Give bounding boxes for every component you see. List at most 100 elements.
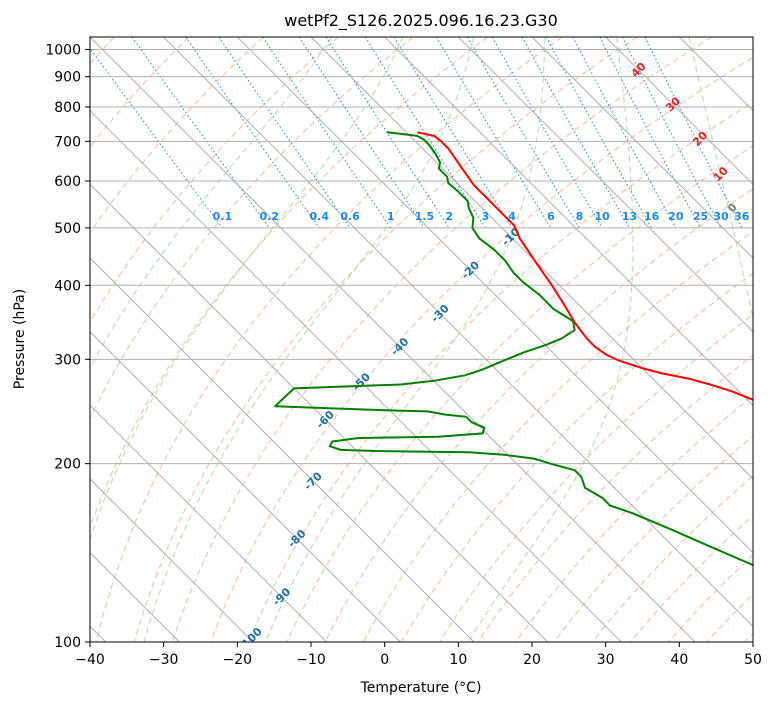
isotherm [90,330,401,642]
y-tick-label: 200 [54,457,81,473]
mixing-ratio-line [545,37,653,229]
y-tick-label: 300 [54,352,81,368]
mixing-ratio-line [435,37,552,229]
plot-frame [89,36,754,643]
temperature-line [417,131,753,401]
mixing-ratio-label: 0.4 [310,210,330,223]
x-tick-label: 50 [744,652,762,668]
x-axis-label: Temperature (°C) [360,680,482,696]
mixing-ratio-lines [90,37,743,229]
mixing-ratio-label: 4 [508,210,516,223]
mixing-ratio-label: 13 [622,210,637,223]
dry-adiabat [210,56,753,642]
x-axis-ticks: −40 −30 −20 −10 0 10 20 30 40 50 [75,642,762,668]
moist-adiabat [143,37,475,642]
mixing-ratio-label: 10 [594,210,610,223]
mixing-ratio-label: 1 [387,210,395,223]
mixing-ratio-label: 2 [445,210,453,223]
dry-adiabat [706,593,753,642]
y-tick-label: 600 [54,174,81,190]
pressure-gridlines [90,49,753,642]
dry-adiabats [90,37,753,642]
y-tick-label: 1000 [45,43,81,59]
x-tick-label: 30 [597,652,615,668]
mixing-ratio-line [572,37,677,229]
dry-adiabat [248,101,753,642]
y-tick-label: 100 [54,635,81,651]
dry-adiabat [90,37,264,234]
mixing-ratio-line [262,37,392,229]
isotherm [236,37,753,554]
mixing-ratio-label: 3 [482,210,490,223]
x-tick-label: −10 [296,652,326,668]
isotherm [90,37,696,642]
dewpoint-line [274,131,753,567]
y-tick-label: 500 [54,221,81,237]
line-labels: 0.1 0.2 0.4 0.6 1 1.5 2 3 4 6 8 10 13 16 20 25 30 36-100-… [213,60,750,642]
isotherm [90,257,475,642]
dry-adiabat [90,37,190,148]
y-tick-label: 800 [54,100,81,116]
mixing-ratio-label: 0.1 [213,210,233,223]
y-axis-ticks: 100 200 300 400 500 600 700 800 900 1000 [45,43,90,651]
mixing-ratio-label: 36 [734,210,750,223]
y-tick-label: 700 [54,134,81,150]
x-tick-label: 10 [449,652,467,668]
moist-adiabat [467,37,634,642]
mixing-ratio-label: 25 [693,210,708,223]
isotherm [90,109,622,642]
mixing-ratio-line [644,37,743,229]
moist-adiabat [688,37,753,321]
x-tick-label: 20 [523,652,541,668]
mixing-ratio-label: 1.5 [415,210,435,223]
y-tick-label: 400 [54,278,81,294]
x-tick-label: −20 [223,652,253,668]
mixing-ratio-line [185,37,320,229]
data-series [274,131,753,567]
dry-adiabat [133,37,638,642]
dry-adiabat [90,37,488,529]
mixing-ratio-label: 30 [713,210,729,223]
isotherm [752,37,753,38]
mixing-ratio-line [298,37,425,229]
dry-adiabat [324,188,753,642]
x-tick-label: 0 [380,652,389,668]
mixing-ratio-line [131,37,270,229]
moist-adiabat [90,37,333,370]
mixing-ratio-label: 8 [576,210,584,223]
isotherm [90,183,549,642]
isotherm [90,404,328,642]
dry-adiabat [90,37,339,323]
isotherm [310,37,753,480]
isotherm [457,37,753,333]
mixing-ratio-line [599,37,701,229]
x-tick-label: −30 [149,652,179,668]
mixing-ratio-line [393,37,513,229]
x-tick-label: −40 [75,652,105,668]
isotherm [678,37,753,112]
isotherm [531,37,753,259]
mixing-ratio-label: 6 [547,210,555,223]
chart-title: wetPf2_S126.2025.096.16.23.G30 [284,11,558,31]
plot-area: 0.1 0.2 0.4 0.6 1 1.5 2 3 4 6 8 10 13 16 20 25 30 36-100-… [90,37,753,642]
mixing-ratio-label: 0.2 [260,210,280,223]
isotherms [90,37,753,642]
y-axis-label: Pressure (hPa) [12,289,28,389]
mixing-ratio-line [325,37,450,229]
dry-adiabat [171,37,712,642]
dry-adiabat [515,395,753,642]
mixing-ratio-label: 20 [668,210,684,223]
moist-adiabat [265,37,546,642]
mixing-ratio-line [521,37,630,229]
y-tick-label: 900 [54,70,81,86]
mixing-ratio-line [90,47,223,229]
dry-adiabat [286,145,753,642]
dry-adiabat [95,37,563,642]
dry-adiabat [591,475,753,642]
mixing-ratio-line [218,37,351,229]
mixing-ratio-label: 16 [644,210,660,223]
dry-adiabat [744,632,753,642]
moist-adiabat [90,37,404,541]
dry-adiabat [90,37,414,420]
